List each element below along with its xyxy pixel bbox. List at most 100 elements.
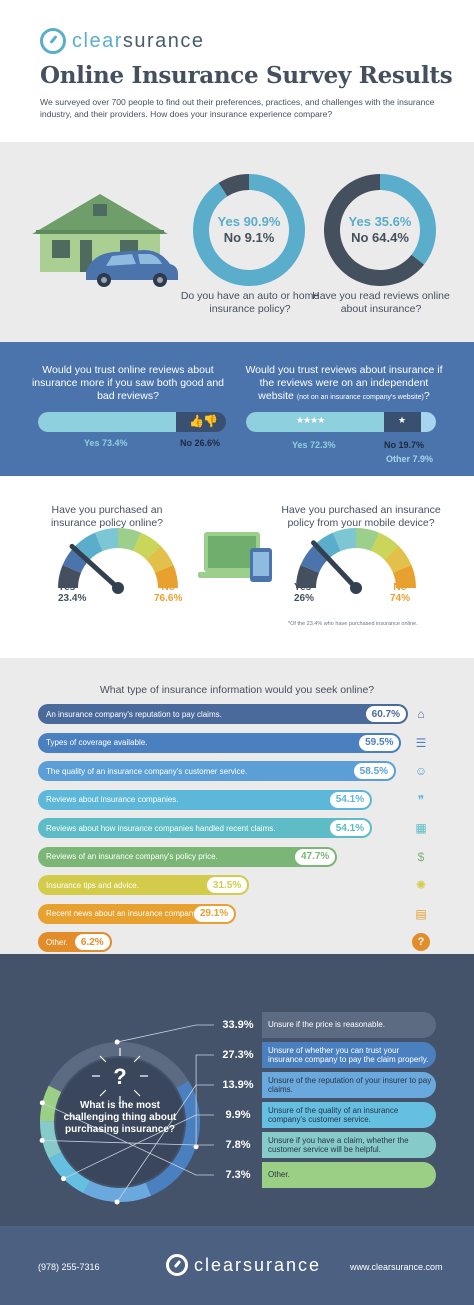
gauge-segment [333, 528, 356, 552]
gauge2-no: No 74% [390, 582, 410, 604]
purchase-question-1: Have you purchased an insurance policy o… [50, 504, 164, 529]
donut1-question: Do you have an auto or home insurance po… [180, 290, 320, 315]
footer-logo[interactable]: clearsurance [166, 1254, 321, 1276]
donut-chart-policy [193, 174, 306, 286]
challenge-connector [42, 1139, 214, 1146]
section-challenges: ? 33.9% Unsure if the price is reasonable… [0, 954, 474, 1226]
section-information-sought: What type of insurance information would… [0, 658, 474, 954]
gauge-segment [58, 565, 82, 588]
challenge-connector-dot [39, 1100, 45, 1106]
info-bar: Other. 6.2% [38, 932, 112, 952]
gauge1-yes: Yes 23.4% [58, 582, 86, 604]
trust-bar-1-yes [38, 412, 176, 432]
info-bar: An insurance company's reputation to pay… [38, 704, 408, 724]
question-icon: ? [412, 933, 430, 951]
info-bar-label: An insurance company's reputation to pay… [46, 709, 222, 719]
challenge-graphics: ? [39, 1024, 214, 1205]
donut-slice-no [324, 174, 425, 286]
info-bar-value: 47.7% [294, 848, 336, 865]
intro-text: We surveyed over 700 people to find out … [40, 97, 435, 119]
thumbs-up-icon: 👍 [189, 414, 204, 428]
challenge-item: 13.9% Unsure of the reputation of your in… [214, 1072, 436, 1098]
star-icon: ★ [398, 415, 407, 425]
info-bar-value: 6.2% [74, 934, 110, 950]
donut-slice-no [218, 174, 249, 197]
trust-question-2: Would you trust reviews about insurance … [245, 364, 443, 402]
trust-bar-2-no [383, 412, 421, 432]
trust-bar-2-other [420, 412, 436, 432]
challenge-text: Unsure if the price is reasonable. [268, 1020, 385, 1030]
footer-brand-prefix: clear [194, 1254, 244, 1275]
gauge-segment [62, 545, 90, 573]
gauge-segment [296, 565, 320, 588]
gauge-hub [350, 582, 362, 594]
donut1-no: No 9.1% [223, 230, 275, 245]
header: clearsurance Online Insurance Survey Res… [0, 0, 474, 142]
challenge-item: 33.9% Unsure if the price is reasonable. [214, 1012, 436, 1038]
info-bar-label: Other. [46, 937, 68, 947]
challenge-percent: 9.9% [214, 1102, 262, 1128]
gauge-segment [146, 545, 174, 573]
info-bar-value: 59.5% [359, 734, 400, 751]
trust-bar-2: ★★★★ ★ [246, 412, 436, 432]
challenge-slice [145, 1080, 200, 1196]
section-trust-reviews: Would you trust online reviews about ins… [0, 342, 474, 476]
challenge-item: 7.3% Other. [214, 1162, 436, 1188]
brand-prefix: clear [72, 29, 123, 52]
info-bar: The quality of an insurance company's cu… [38, 761, 397, 781]
challenge-percent: 33.9% [214, 1012, 262, 1038]
footer: (978) 255-7316 clearsurance www.clearsur… [0, 1226, 474, 1305]
gauge-segment [154, 565, 178, 588]
info-bar: Types of coverage available. 59.5% [38, 732, 402, 753]
stars-icon: ★★★★ [296, 415, 325, 425]
gauge1-yes-value: 23.4% [58, 593, 87, 604]
challenge-slice [83, 1180, 152, 1202]
challenge-connector [42, 1102, 214, 1176]
phone-number[interactable]: (978) 255-7316 [38, 1262, 100, 1272]
info-bar: Insurance tips and advice. 31.5% [38, 875, 250, 895]
gauge1-no-value: 76.6% [154, 593, 183, 604]
website-link[interactable]: www.clearsurance.com [350, 1262, 443, 1272]
section-insurance-policy: Yes 90.9% No 9.1% Yes 35.6% No 64.4% Do … [0, 142, 474, 342]
calendar-icon: ▦ [415, 821, 427, 835]
info-bar-label: The quality of an insurance company's cu… [46, 766, 248, 776]
car-icon [86, 250, 178, 287]
newspaper-icon: ▤ [415, 906, 427, 921]
challenge-text: Unsure of whether you can trust your ins… [268, 1045, 429, 1065]
trust-2-no-label: No 19.7% [384, 440, 425, 450]
gauge-segment [118, 528, 141, 552]
gauge-segment [371, 532, 399, 560]
challenge-item: 27.3% Unsure of whether you can trust you… [214, 1042, 436, 1068]
gauge2-yes-label: Yes [294, 582, 312, 593]
challenge-percent: 7.8% [214, 1132, 262, 1158]
challenge-connector-dot [193, 1144, 199, 1150]
donut1-yes: Yes 90.9% [217, 214, 281, 229]
challenge-slice [48, 1152, 90, 1194]
info-bar-value: 58.5% [353, 763, 395, 779]
gauge-segment [300, 545, 328, 573]
gauge-segment [95, 528, 118, 552]
info-bar-label: Reviews about insurance companies. [46, 795, 179, 804]
challenge-item: 9.9% Unsure of the quality of an insuranc… [214, 1102, 436, 1128]
info-bar-value: 60.7% [365, 706, 406, 722]
gauge2-yes: Yes 26% [294, 582, 314, 604]
trust-bar-2-yes [246, 412, 384, 432]
challenge-slice [48, 1042, 189, 1093]
brand-logo[interactable]: clearsurance [40, 28, 205, 54]
donut-slice-yes [380, 174, 437, 265]
gauge-needle [311, 540, 359, 591]
donut2-no: No 64.4% [351, 230, 409, 245]
service-agent-icon: ☺ [414, 764, 428, 778]
info-question: What type of insurance information would… [99, 684, 375, 696]
gauge2-no-value: 74% [390, 593, 411, 604]
trust-2-other-label: Other 7.9% [386, 454, 434, 464]
challenge-text: Other. [268, 1170, 290, 1180]
challenge-connectors [39, 1024, 214, 1205]
footer-brand-suffix: surance [243, 1254, 322, 1275]
gauge-logo-icon [40, 28, 66, 54]
laptop-icon [198, 532, 266, 578]
challenge-connector [116, 1084, 214, 1203]
gauge-segment [313, 532, 341, 560]
gauge-needle [69, 543, 121, 591]
gauge2-no-label: No [393, 582, 407, 593]
